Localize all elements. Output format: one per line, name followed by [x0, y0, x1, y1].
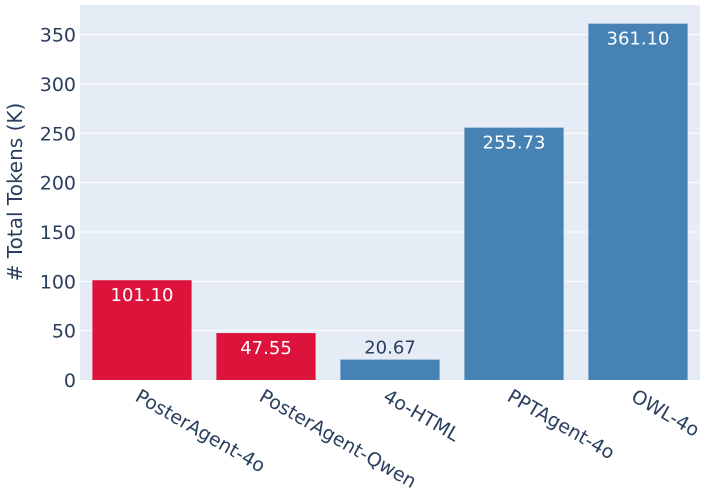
- y-tick-label: 100: [40, 271, 76, 293]
- y-tick-label: 0: [64, 370, 76, 392]
- bar: [340, 359, 440, 380]
- bar: [588, 23, 688, 381]
- y-axis-ticks: 0 50 100 150 200 250 300 350: [40, 25, 76, 392]
- x-tick-label: OWL-4o: [628, 385, 704, 441]
- y-tick-label: 350: [40, 25, 76, 47]
- bar: [92, 280, 192, 380]
- y-tick-label: 300: [40, 74, 76, 96]
- x-tick-label: 4o-HTML: [380, 385, 464, 446]
- y-axis-label: # Total Tokens (K): [3, 103, 27, 282]
- bar: [464, 127, 564, 381]
- bar-value-label: 101.10: [111, 285, 174, 306]
- bar: [216, 333, 316, 380]
- x-tick-label: PPTAgent-4o: [504, 385, 619, 464]
- bars: 101.10 47.55 20.67 255.73 361.10: [92, 23, 688, 381]
- bar-value-label: 47.55: [240, 338, 292, 359]
- y-tick-label: 200: [40, 173, 76, 195]
- bar-value-label: 361.10: [607, 29, 670, 50]
- y-tick-label: 250: [40, 123, 76, 145]
- y-tick-label: 50: [52, 321, 76, 343]
- x-tick-label: PosterAgent-4o: [132, 385, 269, 477]
- y-tick-label: 150: [40, 222, 76, 244]
- bar-value-label: 20.67: [364, 338, 416, 359]
- bar-value-label: 255.73: [483, 133, 546, 154]
